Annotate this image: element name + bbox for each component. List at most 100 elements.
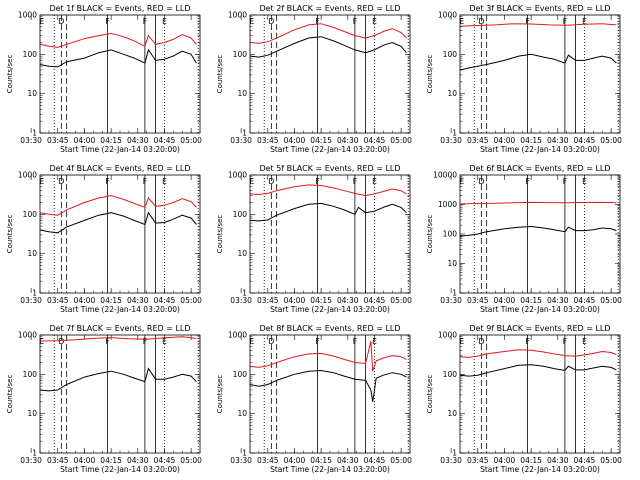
y-tick-label: 1000 [438, 200, 457, 209]
marker-label: D [268, 337, 274, 346]
x-tick-label: 05:00 [390, 136, 412, 145]
marker-label: F [105, 177, 109, 186]
x-axis-label: Start Time (22-Jan-14 03:20:00) [480, 305, 600, 314]
plot-frame [459, 14, 621, 134]
x-tick-label: 05:00 [600, 456, 622, 465]
marker-label: F [143, 17, 147, 26]
plot-frame [39, 334, 201, 454]
x-tick-label: 03:45 [47, 136, 69, 145]
x-tick-label: 04:00 [284, 296, 306, 305]
panel-9: Det 9f BLACK = Events, RED = LLD 1 10 100 10… [426, 324, 622, 474]
y-tick-label: 100 [23, 370, 38, 379]
y-tick-label: 10 [447, 259, 457, 268]
plot-frame [249, 174, 411, 294]
x-axis-label: Start Time (22-Jan-14 03:20:00) [60, 465, 180, 474]
marker-label: E [249, 337, 254, 346]
y-axis-label: Counts/sec [426, 215, 434, 254]
x-tick-label: 04:45 [364, 456, 386, 465]
events-series-line [249, 36, 407, 58]
panel-3: Det 3f BLACK = Events, RED = LLD 1 10 100 10… [426, 4, 622, 154]
plot-frame [459, 174, 621, 294]
x-tick-label: 04:00 [74, 456, 96, 465]
x-tick-label: 03:45 [467, 456, 489, 465]
lld-series-line [249, 23, 407, 44]
y-tick-label: 10000 [433, 171, 457, 180]
plot-frame [249, 334, 411, 454]
x-tick-label: 04:30 [127, 136, 149, 145]
x-tick-label: 04:45 [574, 456, 596, 465]
marker-label: F [315, 177, 319, 186]
marker-label: D [268, 177, 274, 186]
x-tick-label: 04:00 [494, 456, 516, 465]
x-axis-label: Start Time (22-Jan-14 03:20:00) [270, 305, 390, 314]
panel-5: Det 5f BLACK = Events, RED = LLD 1 10 100 10… [216, 164, 412, 314]
x-tick-label: 03:45 [47, 296, 69, 305]
x-tick-label: 04:00 [284, 136, 306, 145]
y-tick-label: 100 [443, 50, 458, 59]
x-tick-label: 04:15 [520, 296, 542, 305]
y-tick-label: 1 [452, 289, 457, 298]
x-tick-label: 04:00 [74, 136, 96, 145]
marker-label: F [315, 17, 319, 26]
x-axis-label: Start Time (22-Jan-14 03:20:00) [270, 465, 390, 474]
x-tick-label: 05:00 [180, 296, 202, 305]
x-tick-label: 03:30 [230, 456, 252, 465]
marker-label: E [372, 337, 377, 346]
x-tick-label: 04:15 [310, 136, 332, 145]
y-tick-label: 1000 [18, 331, 37, 340]
marker-label: E [582, 177, 587, 186]
panel-title: Det 9f BLACK = Events, RED = LLD [469, 324, 610, 333]
marker-label: E [372, 177, 377, 186]
y-tick-label: 100 [23, 50, 38, 59]
marker-label: E [459, 337, 464, 346]
lld-series-line [39, 32, 197, 48]
marker-label: E [162, 17, 167, 26]
y-tick-label: 1000 [228, 171, 247, 180]
lld-series-line [249, 340, 407, 372]
x-tick-label: 05:00 [600, 136, 622, 145]
marker-label: F [353, 177, 357, 186]
x-tick-label: 03:30 [230, 296, 252, 305]
y-tick-label: 1 [242, 129, 247, 138]
y-tick-label: 1000 [18, 171, 37, 180]
x-tick-label: 05:00 [180, 456, 202, 465]
x-tick-label: 03:30 [20, 296, 42, 305]
x-tick-label: 04:45 [364, 136, 386, 145]
marker-label: D [268, 17, 274, 26]
y-tick-label: 1000 [228, 331, 247, 340]
x-tick-label: 04:00 [494, 296, 516, 305]
x-tick-label: 04:45 [574, 296, 596, 305]
panel-7: Det 7f BLACK = Events, RED = LLD 1 10 100 10… [6, 324, 202, 474]
events-series-line [249, 369, 407, 402]
x-tick-label: 03:45 [257, 456, 279, 465]
panel-title: Det 2f BLACK = Events, RED = LLD [259, 4, 400, 13]
x-tick-label: 03:45 [47, 456, 69, 465]
x-tick-label: 04:30 [547, 136, 569, 145]
events-series-line [39, 367, 197, 392]
marker-label: E [582, 337, 587, 346]
y-tick-label: 10 [237, 409, 247, 418]
x-tick-label: 04:45 [364, 296, 386, 305]
x-tick-label: 04:30 [337, 456, 359, 465]
marker-label: D [58, 337, 64, 346]
x-tick-label: 04:15 [310, 456, 332, 465]
marker-label: E [372, 17, 377, 26]
y-tick-label: 100 [443, 370, 458, 379]
events-series-line [39, 48, 197, 68]
plot-frame [39, 174, 201, 294]
x-tick-label: 04:30 [127, 296, 149, 305]
x-tick-label: 04:30 [547, 456, 569, 465]
events-series-line [459, 53, 617, 71]
x-tick-label: 03:30 [440, 456, 462, 465]
panel-title: Det 6f BLACK = Events, RED = LLD [469, 164, 610, 173]
y-tick-label: 100 [443, 230, 458, 239]
x-axis-label: Start Time (22-Jan-14 03:20:00) [270, 145, 390, 154]
y-axis-label: Counts/sec [6, 375, 14, 414]
marker-label: D [58, 177, 64, 186]
panel-2: Det 2f BLACK = Events, RED = LLD 1 10 100 10… [216, 4, 412, 154]
marker-label: E [459, 17, 464, 26]
x-tick-label: 04:45 [574, 136, 596, 145]
y-axis-label: Counts/sec [6, 215, 14, 254]
x-tick-label: 03:45 [467, 136, 489, 145]
